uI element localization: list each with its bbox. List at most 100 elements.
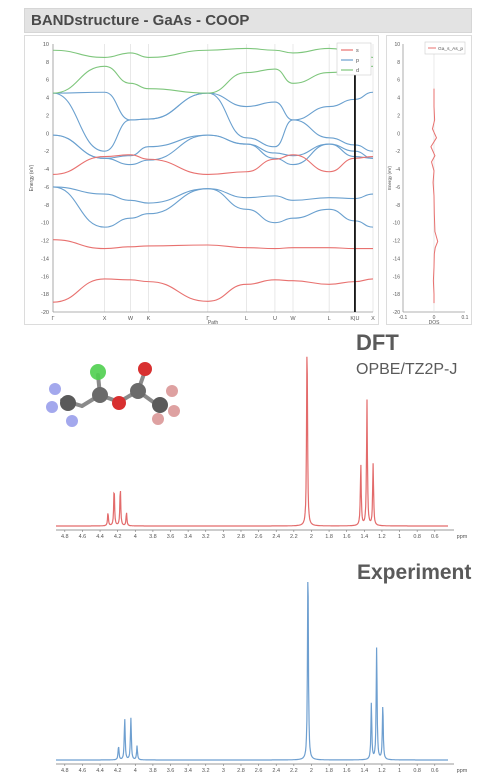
y-tick-label: 0: [397, 131, 400, 137]
x-axis-title: DOS: [429, 320, 441, 324]
y-tick-label: -10: [41, 221, 49, 227]
y-axis-title: Energy (eV): [29, 164, 35, 191]
k-point-label: K: [147, 316, 151, 322]
k-point-label: W: [128, 316, 134, 322]
y-tick-label: 6: [397, 78, 400, 84]
dos-legend-box: [424, 41, 466, 55]
dft-tick-label: 1.6: [343, 534, 351, 540]
dft-title: DFT: [356, 330, 399, 355]
x-axis-title: Path: [208, 320, 219, 324]
experiment-tick-label: 1.4: [360, 768, 368, 774]
dft-tick-label: 3.6: [167, 534, 175, 540]
y-tick-label: -16: [393, 274, 400, 280]
k-point-label: W: [290, 316, 296, 322]
dft-axis-unit: ppm: [457, 534, 468, 540]
dft-tick-label: 2.6: [255, 534, 263, 540]
y-tick-label: -2: [44, 149, 49, 155]
experiment-tick-label: 4.2: [114, 768, 122, 774]
experiment-tick-label: 2.6: [255, 768, 263, 774]
y-tick-label: 10: [43, 42, 49, 48]
band-line-s: [52, 154, 374, 175]
y-tick-label: -20: [41, 310, 49, 316]
dft-tick-label: 2.4: [272, 534, 280, 540]
y-tick-label: -4: [396, 167, 401, 173]
y-tick-label: 4: [46, 96, 49, 102]
y-tick-label: -8: [396, 203, 401, 209]
band-line-p: [52, 134, 374, 159]
band-line-d: [52, 65, 374, 94]
band-line-p: [52, 91, 374, 121]
molecule-ball-stick-image: [46, 362, 180, 427]
band-line-p: [52, 186, 374, 228]
y-tick-label: -10: [393, 221, 400, 227]
k-point-label: K|U: [350, 316, 359, 322]
band-legend: spd: [336, 42, 372, 76]
dft-tick-label: 3.8: [149, 534, 157, 540]
band-line-p: [52, 92, 374, 152]
nmr-spectra: 4.8 4.6 4.4 4.2 4 3.8 3.6 3.4 3.2 3 2.8 2.6 2.4 2.2 2 1…: [56, 356, 468, 774]
experiment-tick-label: 4.8: [61, 768, 69, 774]
x-tick-label: 0: [433, 315, 436, 321]
title-bar: BANDstructure - GaAs - COOP: [24, 8, 472, 33]
dft-tick-label: 3: [222, 534, 225, 540]
dft-tick-label: 0.6: [431, 534, 439, 540]
experiment-tick-label: 3.6: [167, 768, 175, 774]
dft-spectrum-line: [56, 356, 448, 527]
experiment-tick-label: 3: [222, 768, 225, 774]
legend-label-p: p: [356, 58, 359, 64]
dft-tick-label: 1.2: [378, 534, 386, 540]
y-tick-label: -14: [393, 256, 400, 262]
legend-label-s: s: [356, 48, 359, 54]
experiment-tick-label: 2.4: [272, 768, 280, 774]
experiment-tick-label: 1.2: [378, 768, 386, 774]
k-point-label: Γ: [206, 316, 209, 322]
dft-tick-label: 1.8: [325, 534, 333, 540]
k-point-label: L: [328, 316, 331, 322]
experiment-tick-label: 4: [134, 768, 137, 774]
y-tick-label: -4: [44, 167, 49, 173]
y-tick-label: 4: [397, 96, 400, 102]
dft-tick-label: 2.2: [290, 534, 298, 540]
experiment-tick-label: 2: [310, 768, 313, 774]
y-tick-label: -18: [41, 292, 49, 298]
k-point-label: Γ: [51, 316, 54, 322]
experiment-tick-label: 0.6: [431, 768, 439, 774]
y-tick-label: -8: [44, 203, 49, 209]
k-point-label: L: [245, 316, 248, 322]
band-line-p: [52, 134, 374, 166]
dos-legend-label: Ga_s_As_p: [438, 46, 463, 52]
dft-tick-label: 0.8: [413, 534, 421, 540]
band-structure-panel: 10 8 6 4 2 0 -2 -4 -6 -8 -10 -12 -14 -16 -18 -20 Γ X W K Γ L U…: [24, 35, 379, 326]
experiment-tick-label: 1.6: [343, 768, 351, 774]
dft-tick-label: 4.6: [79, 534, 87, 540]
dft-tick-label: 3.4: [184, 534, 192, 540]
y-tick-label: -18: [393, 292, 400, 298]
y-tick-label: 8: [397, 60, 400, 66]
dft-method-label: OPBE/TZ2P-J: [356, 361, 458, 378]
band-line-s: [52, 278, 374, 303]
x-tick-label: 0.1: [462, 315, 469, 321]
experiment-tick-label: 4.4: [96, 768, 104, 774]
y-tick-label: -20: [393, 310, 400, 316]
dos-chart: 10 8 6 4 2 0 -2 -4 -6 -8 -10 -12 -14 -16 -18 -20-0.1 0 0.…: [387, 41, 469, 326]
y-tick-label: -16: [41, 274, 49, 280]
y-tick-label: -2: [396, 149, 401, 155]
dft-tick-label: 4.8: [61, 534, 69, 540]
y-tick-label: -12: [393, 239, 400, 245]
y-tick-label: 8: [46, 60, 49, 66]
page-title: BANDstructure - GaAs - COOP: [31, 12, 250, 29]
experiment-title: Experiment: [357, 561, 472, 584]
k-point-label: U: [273, 316, 277, 322]
dos-panel: 10 8 6 4 2 0 -2 -4 -6 -8 -10 -12 -14 -16 -18 -20 -0.1 0 0.…: [386, 35, 472, 326]
y-tick-label: -12: [41, 239, 49, 245]
band-line-d: [52, 47, 374, 58]
dft-tick-label: 4.4: [96, 534, 104, 540]
experiment-tick-label: 3.8: [149, 768, 157, 774]
dft-tick-label: 4.2: [114, 534, 122, 540]
dft-tick-label: 1: [398, 534, 401, 540]
dft-tick-label: 1.4: [360, 534, 368, 540]
experiment-spectrum-line: [56, 581, 448, 761]
k-point-label: X: [371, 316, 375, 322]
experiment-axis-unit: ppm: [457, 768, 468, 774]
